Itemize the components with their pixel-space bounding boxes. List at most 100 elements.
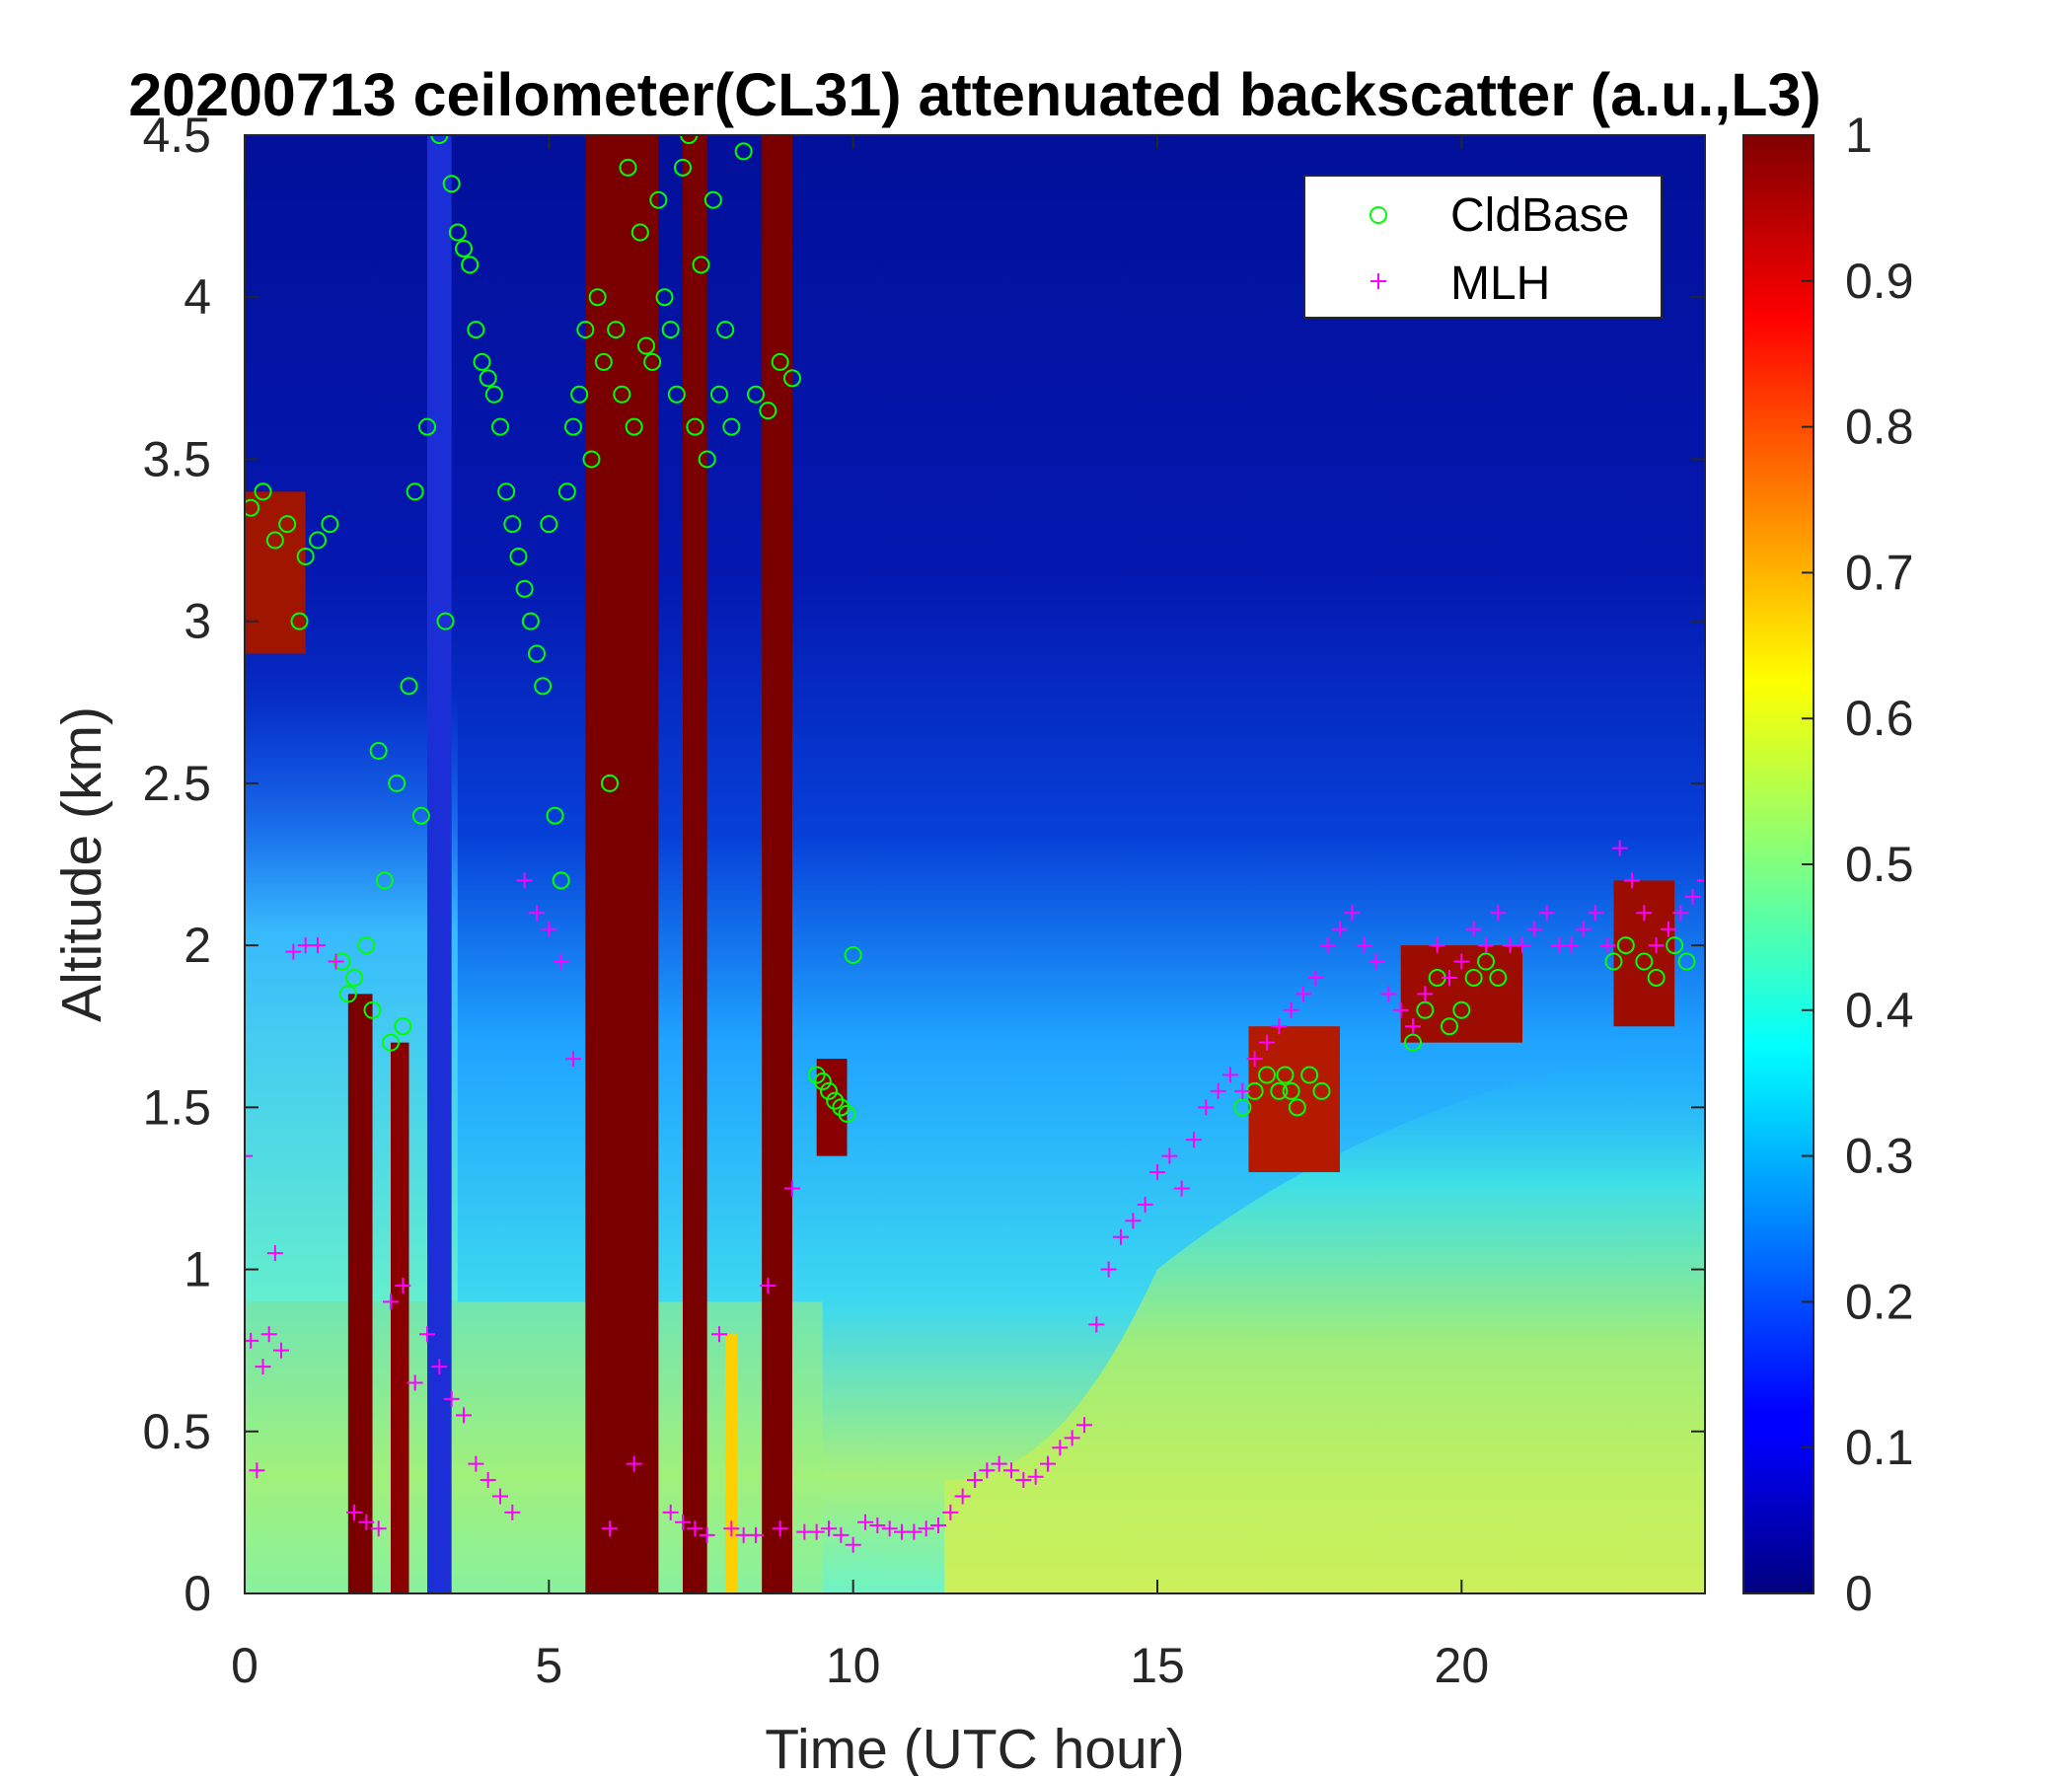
mlh-point-2 bbox=[249, 1462, 265, 1479]
mlh-point-29 bbox=[565, 1051, 581, 1068]
mlh-point-47 bbox=[845, 1536, 861, 1553]
y-tick-label-6: 3 bbox=[184, 594, 211, 649]
mlh-point-6 bbox=[273, 1342, 289, 1359]
mlh-point-95 bbox=[1429, 937, 1445, 954]
cldbase-point-30 bbox=[479, 369, 497, 388]
mlh-point-74 bbox=[1173, 1180, 1190, 1197]
cldbase-point-47 bbox=[582, 450, 601, 469]
mlh-point-75 bbox=[1186, 1132, 1202, 1148]
mlh-point-62 bbox=[1027, 1468, 1044, 1485]
cldbase-point-66 bbox=[698, 450, 716, 469]
cldbase-point-101 bbox=[1616, 936, 1635, 955]
cldbase-point-57 bbox=[643, 352, 662, 371]
mlh-point-4 bbox=[260, 1326, 277, 1343]
mlh-point-82 bbox=[1271, 1018, 1288, 1035]
colorbar-tick-label-9: 0.9 bbox=[1845, 254, 1914, 309]
colorbar-tick-label-10: 1 bbox=[1845, 108, 1873, 163]
mlh-point-58 bbox=[979, 1462, 996, 1479]
cldbase-point-13 bbox=[369, 742, 388, 761]
cldbase-point-34 bbox=[503, 515, 522, 534]
colorbar-tick-label-0: 0 bbox=[1845, 1566, 1873, 1621]
cldbase-point-73 bbox=[759, 402, 777, 420]
mlh-point-54 bbox=[930, 1517, 946, 1534]
cldbase-point-97 bbox=[1464, 968, 1483, 987]
cldbase-point-18 bbox=[400, 677, 418, 696]
cldbase-point-63 bbox=[680, 135, 699, 144]
cldbase-point-71 bbox=[734, 142, 753, 161]
cldbase-point-54 bbox=[625, 417, 643, 436]
legend-box bbox=[1303, 175, 1663, 319]
mlh-point-81 bbox=[1259, 1034, 1275, 1051]
y-tick-label-7: 3.5 bbox=[142, 431, 211, 486]
mlh-point-46 bbox=[833, 1526, 850, 1543]
mlh-point-25 bbox=[516, 872, 533, 889]
mlh-point-87 bbox=[1332, 921, 1348, 937]
cldbase-point-41 bbox=[546, 806, 564, 825]
mlh-point-45 bbox=[821, 1520, 837, 1537]
cldbase-point-60 bbox=[661, 321, 680, 339]
cldbase-point-36 bbox=[515, 579, 534, 598]
mlh-point-13 bbox=[370, 1520, 387, 1537]
heatmap-boundary-layer bbox=[944, 1042, 1705, 1593]
mlh-point-107 bbox=[1575, 921, 1591, 937]
mlh-point-50 bbox=[881, 1520, 898, 1537]
cldbase-point-62 bbox=[674, 158, 692, 177]
cldbase-point-78 bbox=[820, 1081, 838, 1100]
cldbase-point-7 bbox=[321, 515, 339, 534]
y-tick-label-3: 1.5 bbox=[142, 1079, 211, 1135]
mlh-point-16 bbox=[407, 1374, 423, 1391]
mlh-point-86 bbox=[1319, 937, 1336, 954]
colorbar-tick-label-2: 0.2 bbox=[1845, 1274, 1914, 1329]
cldbase-point-55 bbox=[630, 223, 649, 242]
y-tick-label-0: 0 bbox=[184, 1566, 211, 1621]
cldbase-point-42 bbox=[552, 871, 570, 890]
mlh-point-14 bbox=[383, 1294, 399, 1310]
mlh-point-98 bbox=[1465, 921, 1482, 937]
mlh-point-93 bbox=[1405, 1018, 1421, 1035]
mlh-point-61 bbox=[1015, 1472, 1032, 1489]
mlh-point-7 bbox=[285, 943, 302, 960]
mlh-point-72 bbox=[1149, 1164, 1165, 1181]
x-tick-label-0: 0 bbox=[231, 1638, 259, 1693]
mlh-point-92 bbox=[1392, 1001, 1409, 1018]
mlh-point-97 bbox=[1453, 953, 1470, 970]
mlh-point-70 bbox=[1125, 1213, 1142, 1229]
mlh-point-103 bbox=[1526, 921, 1543, 937]
mlh-point-115 bbox=[1672, 905, 1689, 922]
cldbase-point-12 bbox=[363, 1000, 382, 1019]
mlh-point-102 bbox=[1515, 937, 1530, 954]
mlh-point-64 bbox=[1052, 1440, 1069, 1456]
cldbase-point-85 bbox=[1258, 1066, 1276, 1084]
cldbase-point-91 bbox=[1312, 1081, 1331, 1100]
cldbase-point-37 bbox=[521, 612, 540, 630]
cldbase-point-99 bbox=[1489, 968, 1508, 987]
mlh-point-12 bbox=[358, 1514, 375, 1530]
mlh-point-23 bbox=[492, 1488, 508, 1505]
cldbase-point-75 bbox=[783, 369, 801, 388]
mlh-point-109 bbox=[1599, 937, 1616, 954]
cldbase-point-21 bbox=[418, 417, 436, 436]
cldbase-point-26 bbox=[455, 239, 473, 258]
mlh-point-77 bbox=[1210, 1082, 1226, 1099]
cldbase-point-81 bbox=[838, 1104, 856, 1123]
mlh-point-106 bbox=[1563, 937, 1580, 954]
y-tick-label-8: 4 bbox=[184, 269, 211, 325]
colorbar-ticks: 0 0.1 0.2 0.3 0.4 0.5 0.6 0.7 0.8 0.9 1 bbox=[1802, 108, 1914, 1621]
mlh-point-56 bbox=[954, 1488, 971, 1505]
heatmap-cloud-11 bbox=[725, 1334, 738, 1593]
mlh-point-40 bbox=[760, 1277, 777, 1294]
mlh-point-0 bbox=[245, 1147, 253, 1164]
cldbase-point-33 bbox=[497, 482, 516, 501]
mlh-point-96 bbox=[1442, 969, 1457, 986]
heatmap-cloud-0 bbox=[347, 994, 373, 1593]
cldbase-point-95 bbox=[1441, 1017, 1458, 1036]
mlh-point-83 bbox=[1283, 1001, 1299, 1018]
mlh-point-104 bbox=[1538, 905, 1555, 922]
colorbar-tick-label-5: 0.5 bbox=[1845, 837, 1914, 892]
y-tick-label-9: 4.5 bbox=[142, 108, 211, 163]
y-axis-ticks: 0 0.5 1 1.5 2 2.5 3 3.5 4 4.5 bbox=[142, 108, 1705, 1621]
cldbase-point-1 bbox=[254, 482, 272, 501]
mlh-point-112 bbox=[1636, 905, 1653, 922]
cldbase-point-53 bbox=[619, 158, 637, 177]
mlh-point-9 bbox=[310, 937, 326, 954]
